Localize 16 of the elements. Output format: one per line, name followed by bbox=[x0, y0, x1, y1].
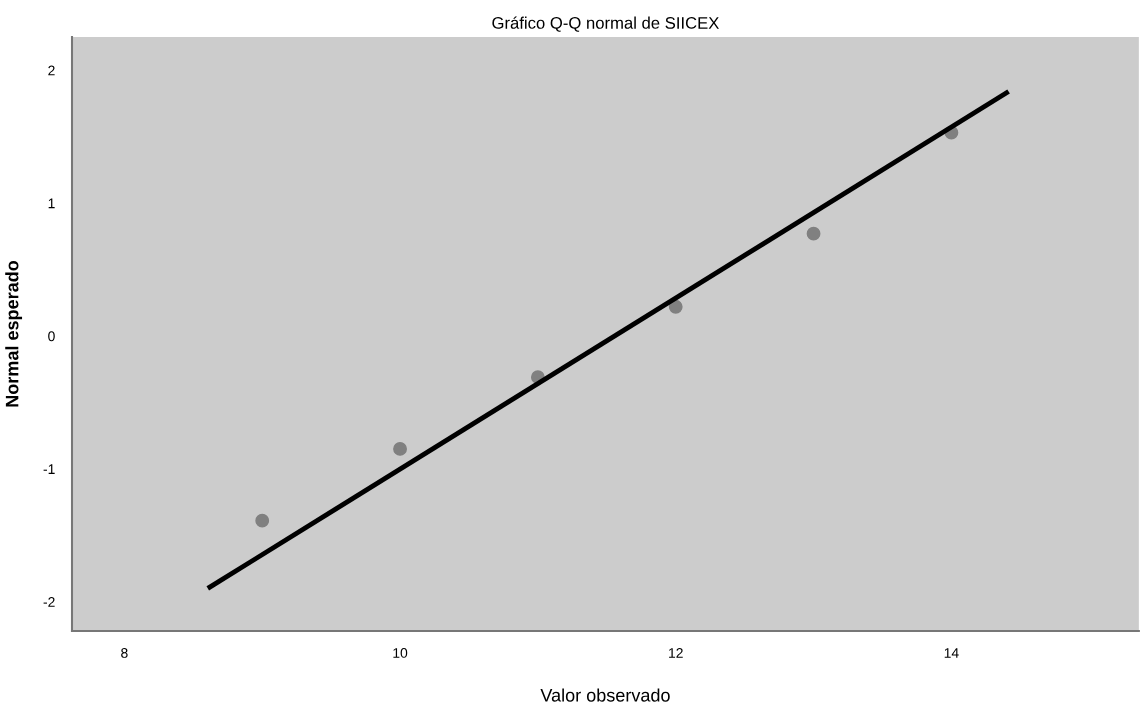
x-axis-title: Valor observado bbox=[540, 688, 670, 702]
point bbox=[806, 226, 821, 241]
x-tick-label: 10 bbox=[393, 648, 408, 658]
x-tick-label: 14 bbox=[944, 648, 959, 658]
y-tick-label: 1 bbox=[48, 198, 55, 209]
y-tick-label: -1 bbox=[43, 464, 55, 474]
y-axis-title: Normal esperado bbox=[5, 260, 23, 407]
chart-title: Gráfico Q-Q normal de SIICEX bbox=[492, 16, 720, 32]
y-tick-label: -2 bbox=[43, 597, 55, 607]
y-tick-label: 2 bbox=[48, 65, 55, 76]
point bbox=[668, 299, 683, 314]
x-tick-label: 8 bbox=[121, 648, 128, 658]
point bbox=[255, 513, 270, 528]
y-tick-label: 0 bbox=[48, 331, 55, 342]
x-tick-label: 12 bbox=[669, 648, 683, 658]
point bbox=[393, 442, 407, 456]
